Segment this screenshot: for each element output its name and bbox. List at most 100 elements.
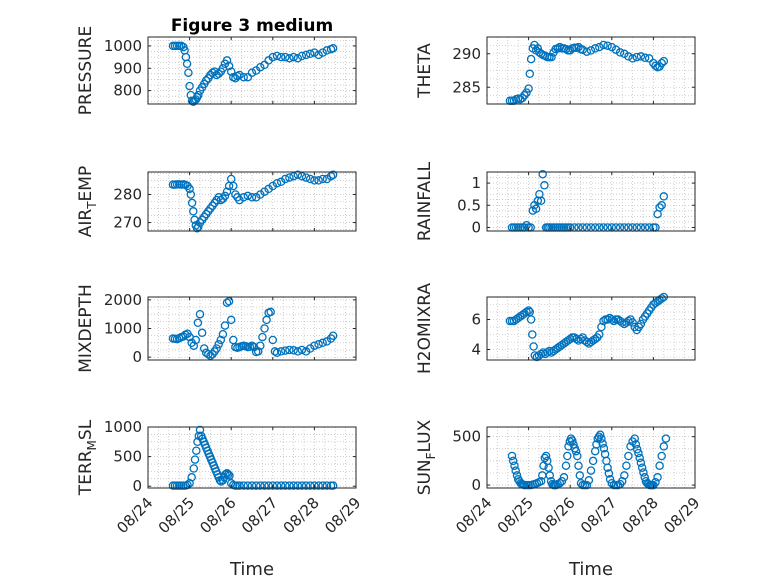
y-axis-label: MIXDEPTH: [76, 284, 96, 373]
data-point: [293, 53, 303, 63]
y-tick-label: 0: [132, 348, 142, 366]
data-point: [598, 439, 607, 448]
data-point: [276, 481, 286, 490]
axes-box: [486, 36, 696, 105]
x-tick-label: 08/29: [321, 494, 364, 537]
y-axis-label: RAINFALL: [415, 161, 435, 241]
x-tick-label: 08/28: [280, 494, 323, 537]
data-point: [604, 469, 614, 478]
data-point: [657, 451, 666, 461]
data-point: [620, 471, 629, 480]
data-point: [544, 463, 553, 472]
data-point: [310, 481, 319, 490]
data-point: [559, 473, 569, 482]
y-tick-label: 1000: [104, 320, 142, 338]
data-point: [602, 456, 611, 466]
data-point: [310, 341, 319, 350]
data-point: [547, 52, 556, 62]
data-point: [229, 181, 238, 191]
data-point: [285, 53, 294, 63]
data-point: [659, 56, 669, 66]
data-point: [636, 52, 646, 61]
data-point: [599, 40, 608, 50]
y-axis-label: THETA: [415, 43, 435, 99]
data-point: [573, 451, 582, 461]
data-series: [168, 425, 338, 490]
data-point: [590, 44, 600, 53]
data-point: [636, 458, 646, 468]
data-point: [189, 207, 198, 216]
data-point: [272, 51, 282, 61]
data-point: [588, 456, 598, 466]
data-point: [195, 425, 205, 435]
data-point: [563, 451, 572, 461]
data-point: [235, 195, 244, 205]
data-point: [289, 346, 298, 355]
data-point: [526, 54, 536, 64]
data-point: [247, 68, 257, 77]
y-axis-label: TERRMSL: [76, 419, 99, 496]
data-point: [235, 481, 244, 490]
data-point: [247, 481, 257, 490]
data-point: [622, 461, 631, 470]
axes-box: [486, 426, 696, 489]
data-point: [301, 481, 311, 490]
axes-box: [147, 171, 357, 232]
data-point: [206, 351, 215, 360]
data-point: [310, 48, 319, 57]
data-point: [187, 473, 196, 482]
data-point: [276, 347, 286, 356]
data-point: [624, 451, 633, 461]
y-tick-label: 1000: [104, 37, 142, 55]
subplot-air: 270 280 AIRTEMP: [76, 166, 357, 237]
data-point: [615, 48, 625, 57]
y-tick-label: 800: [113, 82, 142, 100]
data-point: [256, 481, 265, 490]
subplot-h2omixra: 4 6 H2OMIXRA: [415, 283, 696, 374]
data-point: [199, 344, 209, 353]
axes-box: [147, 36, 357, 105]
subplot-pressure: 800 900 1000 PRESSURE: [76, 26, 357, 115]
axes-box: [486, 171, 696, 232]
data-point: [655, 461, 664, 470]
data-series: [168, 170, 338, 233]
data-point: [328, 481, 338, 490]
data-point: [628, 54, 637, 63]
data-point: [603, 463, 612, 472]
data-point: [592, 440, 601, 449]
data-point: [582, 47, 592, 56]
data-point: [256, 341, 265, 350]
data-point: [599, 444, 609, 453]
data-point: [239, 193, 248, 202]
data-point: [268, 52, 278, 62]
data-point: [243, 481, 253, 490]
data-point: [524, 84, 533, 93]
data-point: [536, 196, 546, 206]
data-point: [659, 192, 669, 201]
data-point: [297, 171, 307, 181]
data-point: [251, 481, 261, 490]
data-point: [609, 316, 619, 326]
data-point: [221, 470, 230, 479]
data-point: [578, 45, 587, 54]
y-tick-label: 270: [113, 214, 142, 232]
data-point: [522, 88, 531, 97]
data-point: [322, 481, 332, 490]
data-point: [624, 316, 633, 326]
data-point: [545, 471, 555, 480]
data-point: [507, 451, 517, 461]
x-tick-label: 08/27: [577, 494, 620, 537]
data-point: [637, 463, 647, 472]
y-axis-label: AIRTEMP: [76, 166, 99, 237]
x-tick-label: 08/24: [113, 494, 156, 537]
data-point: [653, 473, 662, 482]
y-tick-label: 290: [452, 45, 481, 63]
data-point: [508, 456, 518, 466]
data-point: [285, 345, 294, 355]
data-point: [185, 81, 194, 91]
data-point: [314, 176, 323, 185]
data-point: [301, 50, 311, 60]
x-tick-label: 08/26: [196, 494, 239, 537]
data-point: [565, 334, 575, 344]
